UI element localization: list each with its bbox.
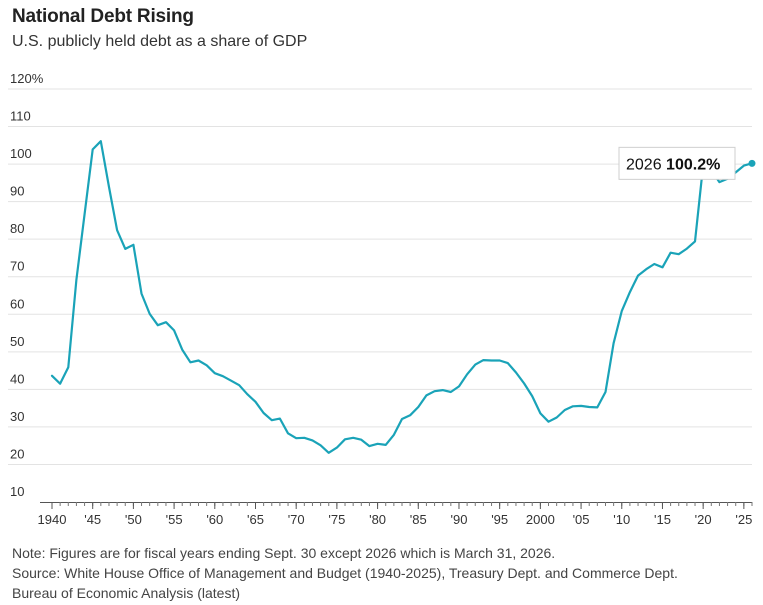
x-tick-label: '10 [613,512,630,527]
x-tick-label: '75 [328,512,345,527]
x-tick-label: '20 [695,512,712,527]
y-tick-label: 20 [10,446,24,461]
y-tick-label: 80 [10,221,24,236]
y-tick-label: 10 [10,484,24,499]
callout-label: 2026 100.2% [626,156,720,173]
latest-value-callout: 2026 100.2% [618,146,756,180]
y-axis-labels: 120% 110 100 90 80 70 60 50 40 30 20 10 [10,71,44,499]
chart-title: National Debt Rising [12,6,194,27]
y-tick-label: 90 [10,184,24,199]
gridlines [8,88,752,465]
x-tick-label: '95 [491,512,508,527]
x-tick-label: '25 [735,512,752,527]
x-tick-label: '45 [84,512,101,527]
y-tick-label: 120% [10,71,44,86]
source-text-line1: Source: White House Office of Management… [12,565,678,581]
debt-share-line [50,140,754,454]
callout-value: 100.2% [666,156,720,173]
y-tick-label: 40 [10,371,24,386]
x-tick-label: '85 [410,512,427,527]
x-tick-label: '05 [573,512,590,527]
x-tick-label: '15 [654,512,671,527]
x-tick-label: '60 [206,512,223,527]
series-debt-share [50,140,754,454]
x-tick-label: '65 [247,512,264,527]
chart-subtitle: U.S. publicly held debt as a share of GD… [12,33,308,50]
y-tick-label: 70 [10,259,24,274]
x-tick-label: '90 [451,512,468,527]
y-tick-label: 50 [10,334,24,349]
x-tick-label: '80 [369,512,386,527]
y-tick-label: 100 [10,146,32,161]
latest-point-marker [748,159,756,167]
chart-notes: Note: Figures are for fiscal years endin… [12,543,678,603]
y-tick-label: 60 [10,296,24,311]
x-tick-label: 1940 [38,512,67,527]
line-chart: 120% 110 100 90 80 70 60 50 40 30 20 10 1940 '45 '50 '… [8,71,756,527]
y-tick-label: 110 [10,109,31,124]
x-axis: 1940 '45 '50 '55 '60 '65 '70 '75 '80 '85 '90 '95 200… [38,502,753,527]
y-tick-label: 30 [10,409,24,424]
callout-box [618,146,736,180]
callout-year: 2026 [626,156,666,173]
note-text: Note: Figures are for fiscal years endin… [12,545,556,561]
source-text-line2: Bureau of Economic Analysis (latest) [12,585,240,601]
x-tick-label: '70 [288,512,305,527]
x-tick-label: 2000 [526,512,555,527]
x-tick-label: '50 [125,512,142,527]
x-tick-label: '55 [166,512,183,527]
